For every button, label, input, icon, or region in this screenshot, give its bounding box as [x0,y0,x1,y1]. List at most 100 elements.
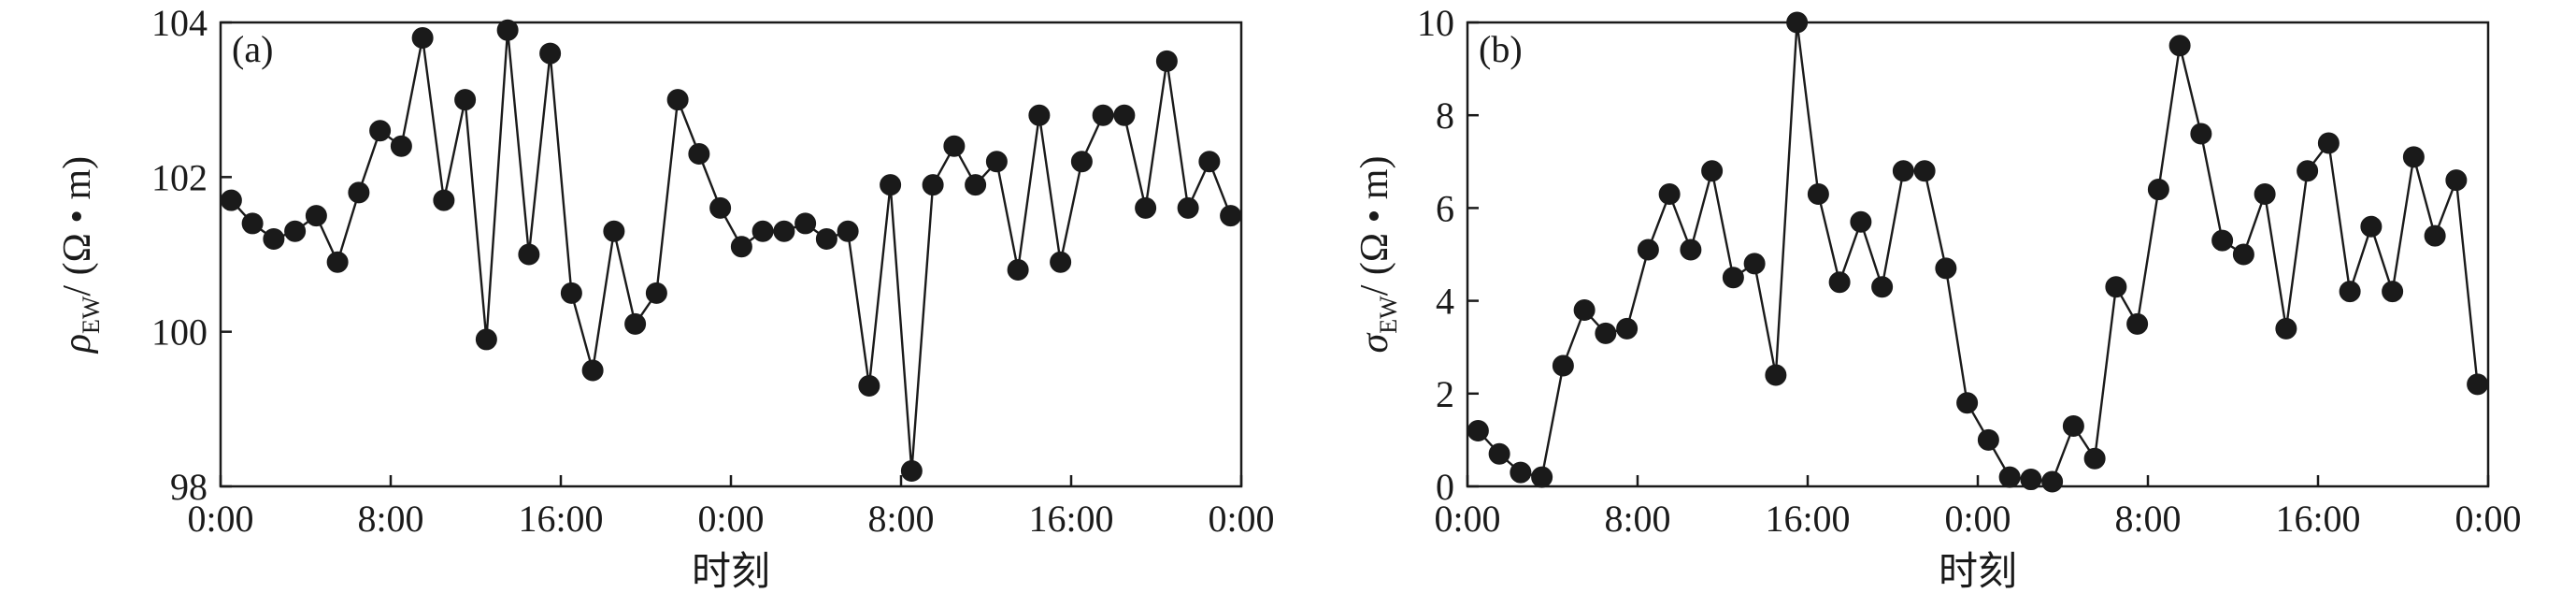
panel-b-y-symbol: σ [1353,331,1396,353]
panel-b-y-subscript: EW [1375,296,1402,334]
panel-b-x-tick-label: 8:00 [1604,498,1670,540]
panel-a-data-point [985,151,1008,173]
panel-b-y-tick-label: 4 [1436,281,1454,323]
panel-a-y-tick-label: 98 [170,466,208,508]
panel-a-data-point [751,220,774,242]
panel-b-y-axis-title: σEW/ (Ω • m) [1353,156,1402,354]
panel-a-data-point [1220,205,1242,227]
panel-a-x-tick-label: 0:00 [1208,498,1274,540]
panel-a-y-tick-label: 100 [151,311,208,354]
panel-b-data-point [1786,11,1809,34]
panel-b-data-point [2360,215,2383,238]
panel-b-data-point [1488,442,1510,465]
panel-a-data-point [666,89,689,111]
panel-b-data-point [2297,160,2319,182]
panel-b-y-tick-label: 8 [1436,94,1454,137]
panel-a-x-tick-label: 8:00 [357,498,423,540]
panel-a-data-point [581,359,604,382]
panel-a-x-tick-labels: 0:00 8:00 16:00 0:00 8:00 16:00 0:00 [187,498,1274,540]
panel-a-data-point [794,212,817,235]
panel-b-data-point [1552,354,1574,377]
panel-a-x-axis-title: 时刻 [692,551,770,593]
panel-a-label: (a) [232,28,273,70]
panel-b-x-tick-label: 0:00 [1434,498,1500,540]
panel-b-data-point [1850,210,1872,233]
panel-b-data-point [2254,183,2276,206]
panel-a-data-point [518,243,540,266]
panel-a-data-point [624,312,647,335]
panel-b-y-tick-label: 6 [1436,187,1454,229]
panel-a-data-point [454,89,477,111]
panel-a-y-tick-labels: 98 100 102 104 [151,2,208,508]
panel-b-data-point [2445,169,2468,192]
panel-a-data-point [305,205,327,227]
panel-b-data-point [2211,229,2234,252]
panel-b-data-point [1807,183,1829,206]
panel-a-y-tick-label: 102 [151,156,208,198]
panel-a-data-point [348,181,370,204]
panel-b-data-point [1510,461,1532,484]
panel-b-data-point [2168,35,2191,57]
panel-a-data-point [369,120,392,142]
panel-b-label: (b) [1479,28,1523,70]
panel-b-data-point [1722,267,1744,289]
panel-b-data-point [1573,299,1596,322]
panel-a-data-point [730,236,752,258]
panel-a-data-point [645,282,667,304]
panel-a-data-point [603,220,625,242]
panel-b-data-point [1658,183,1681,206]
panel-b-data-point [2275,317,2297,340]
panel-a-y-tick-label: 104 [151,2,208,44]
panel-a-data-point [411,27,434,50]
panel-b-x-tick-labels: 0:00 8:00 16:00 0:00 8:00 16:00 0:00 [1434,498,2521,540]
panel-a-data-point [943,135,966,157]
panel-b-x-tick-label: 8:00 [2114,498,2181,540]
panel-b-chart: 0:00 8:00 16:00 0:00 8:00 16:00 0:00 0 2 4 6 8 10 (… [1353,2,2522,593]
panel-a-data-point [433,189,455,211]
panel-b-data-point [1616,317,1639,340]
panel-b-data-point [1828,271,1851,294]
panel-a-data-point [688,143,710,166]
panel-b-data-point [1998,466,2021,488]
panel-a-data-point [1007,259,1029,282]
panel-a-x-tick-label: 0:00 [697,498,764,540]
panel-a-data-point [1198,151,1221,173]
panel-a-y-subscript: EW [78,296,105,334]
panel-a-data-point [390,135,412,157]
panel-a-data-point [1177,196,1199,219]
panel-a-data-point [496,19,519,41]
panel-a-data-point [880,174,902,196]
panel-b-data-point [1765,364,1787,386]
panel-a-data-point [220,189,242,211]
panel-b-data-point [1913,160,1936,182]
panel-b-y-ticks [1467,21,1479,488]
panel-b-y-unit: / (Ω • m) [1353,156,1396,296]
panel-b-data-point [1680,239,1702,261]
panel-a-data-point [773,220,795,242]
panel-a-data-point [1028,104,1051,126]
panel-b-data-point [2467,373,2489,396]
panel-b-x-tick-label: 0:00 [2454,498,2521,540]
panel-a-data-point [1070,151,1093,173]
panel-b-x-tick-label: 16:00 [2275,498,2360,540]
panel-b-x-axis-title: 时刻 [1939,551,2017,593]
panel-a-series [220,19,1242,482]
panel-a-data-point [1155,50,1178,72]
panel-a-data-point [241,212,264,235]
panel-b-series [1467,11,2489,493]
panel-b-data-point [1531,466,1553,488]
panel-b-y-tick-label: 10 [1417,2,1454,44]
panel-b-plot-frame [1466,21,2490,488]
panel-a-data-point [475,328,497,351]
panel-b-series-line [1477,21,2479,484]
panel-b-data-point [2062,415,2084,438]
panel-b-y-tick-labels: 0 2 4 6 8 10 [1417,2,1454,508]
panel-a-x-ticks [219,475,1243,486]
panel-a-data-point [560,282,582,304]
panel-b-y-tick-label: 0 [1436,466,1454,508]
panel-b-data-point [2020,469,2042,491]
panel-b-y-tick-label: 2 [1436,373,1454,415]
panel-a-data-point [1050,251,1072,273]
panel-a-chart: 0:00 8:00 16:00 0:00 8:00 16:00 0:00 98 100 102 1… [56,2,1275,593]
panel-a-data-point [326,251,349,273]
